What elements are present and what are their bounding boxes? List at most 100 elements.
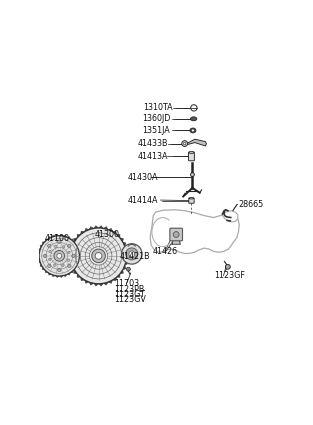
Polygon shape bbox=[74, 270, 77, 274]
Circle shape bbox=[58, 268, 61, 272]
Polygon shape bbox=[116, 274, 120, 277]
Polygon shape bbox=[79, 252, 81, 256]
Circle shape bbox=[49, 258, 51, 261]
Text: 1310TA: 1310TA bbox=[143, 103, 173, 112]
Text: 1360JD: 1360JD bbox=[142, 114, 171, 123]
Polygon shape bbox=[112, 277, 116, 280]
Polygon shape bbox=[71, 242, 74, 246]
Polygon shape bbox=[40, 264, 43, 267]
Polygon shape bbox=[123, 265, 126, 270]
Polygon shape bbox=[74, 267, 76, 270]
Polygon shape bbox=[38, 260, 41, 264]
Polygon shape bbox=[94, 283, 99, 286]
Circle shape bbox=[71, 228, 126, 284]
Circle shape bbox=[72, 254, 75, 258]
Circle shape bbox=[92, 249, 105, 263]
Polygon shape bbox=[76, 245, 79, 248]
Circle shape bbox=[68, 244, 71, 248]
Polygon shape bbox=[103, 227, 108, 230]
Polygon shape bbox=[108, 280, 112, 283]
Ellipse shape bbox=[189, 151, 194, 154]
Polygon shape bbox=[79, 256, 81, 260]
Polygon shape bbox=[78, 260, 80, 264]
Circle shape bbox=[95, 252, 102, 259]
Polygon shape bbox=[38, 256, 39, 260]
Ellipse shape bbox=[189, 198, 194, 199]
Circle shape bbox=[192, 129, 194, 132]
Polygon shape bbox=[67, 272, 70, 275]
Text: 1123GV: 1123GV bbox=[114, 295, 146, 304]
Polygon shape bbox=[55, 275, 59, 278]
Polygon shape bbox=[89, 227, 94, 230]
Circle shape bbox=[191, 173, 194, 176]
Circle shape bbox=[58, 240, 61, 244]
Circle shape bbox=[67, 259, 70, 261]
Circle shape bbox=[57, 253, 62, 258]
Polygon shape bbox=[63, 235, 67, 237]
Text: 41421B: 41421B bbox=[119, 252, 150, 261]
Circle shape bbox=[62, 264, 64, 266]
Polygon shape bbox=[99, 226, 103, 228]
Polygon shape bbox=[74, 242, 76, 245]
Polygon shape bbox=[77, 235, 81, 238]
FancyBboxPatch shape bbox=[188, 152, 194, 161]
Polygon shape bbox=[45, 239, 48, 242]
Polygon shape bbox=[77, 274, 81, 277]
Polygon shape bbox=[99, 283, 103, 286]
Text: 41426: 41426 bbox=[153, 247, 178, 256]
Circle shape bbox=[121, 244, 142, 264]
Polygon shape bbox=[38, 248, 41, 252]
Circle shape bbox=[39, 236, 80, 276]
Polygon shape bbox=[78, 248, 80, 252]
Polygon shape bbox=[67, 237, 70, 239]
Polygon shape bbox=[222, 211, 238, 222]
Polygon shape bbox=[123, 242, 126, 246]
Polygon shape bbox=[76, 264, 79, 267]
Polygon shape bbox=[42, 267, 45, 270]
Text: 1351JA: 1351JA bbox=[142, 126, 170, 135]
Circle shape bbox=[54, 250, 64, 261]
Circle shape bbox=[126, 267, 130, 271]
Text: 41433B: 41433B bbox=[137, 139, 168, 148]
Polygon shape bbox=[48, 237, 52, 239]
Text: 1123PB: 1123PB bbox=[114, 285, 144, 294]
Polygon shape bbox=[108, 228, 112, 232]
Polygon shape bbox=[70, 239, 74, 242]
Polygon shape bbox=[69, 261, 72, 265]
Polygon shape bbox=[112, 231, 116, 235]
Polygon shape bbox=[172, 229, 180, 244]
Polygon shape bbox=[48, 272, 52, 275]
Text: 1123GF: 1123GF bbox=[214, 271, 245, 280]
Circle shape bbox=[48, 264, 51, 267]
Polygon shape bbox=[150, 210, 239, 253]
Polygon shape bbox=[52, 235, 55, 237]
Polygon shape bbox=[89, 282, 94, 285]
Circle shape bbox=[48, 244, 51, 248]
Circle shape bbox=[62, 245, 65, 248]
Polygon shape bbox=[126, 256, 129, 261]
Polygon shape bbox=[68, 251, 71, 256]
Circle shape bbox=[54, 245, 57, 247]
Text: 41430A: 41430A bbox=[127, 173, 158, 181]
Text: 41100: 41100 bbox=[44, 234, 69, 244]
Polygon shape bbox=[125, 261, 128, 265]
Circle shape bbox=[68, 264, 71, 267]
Text: 41413A: 41413A bbox=[137, 152, 168, 161]
Polygon shape bbox=[40, 245, 43, 248]
Text: 1123GT: 1123GT bbox=[114, 290, 145, 299]
Polygon shape bbox=[69, 246, 72, 251]
Polygon shape bbox=[85, 280, 89, 283]
Polygon shape bbox=[116, 235, 120, 238]
Ellipse shape bbox=[191, 117, 197, 121]
Circle shape bbox=[54, 264, 56, 266]
Circle shape bbox=[191, 105, 197, 111]
Text: 11703: 11703 bbox=[114, 279, 139, 288]
Circle shape bbox=[68, 251, 70, 254]
Polygon shape bbox=[103, 282, 108, 285]
Text: 41300: 41300 bbox=[95, 230, 120, 238]
Ellipse shape bbox=[190, 128, 196, 133]
Text: 28665: 28665 bbox=[238, 200, 263, 209]
Polygon shape bbox=[125, 246, 128, 251]
Circle shape bbox=[183, 142, 186, 145]
Polygon shape bbox=[120, 270, 123, 274]
